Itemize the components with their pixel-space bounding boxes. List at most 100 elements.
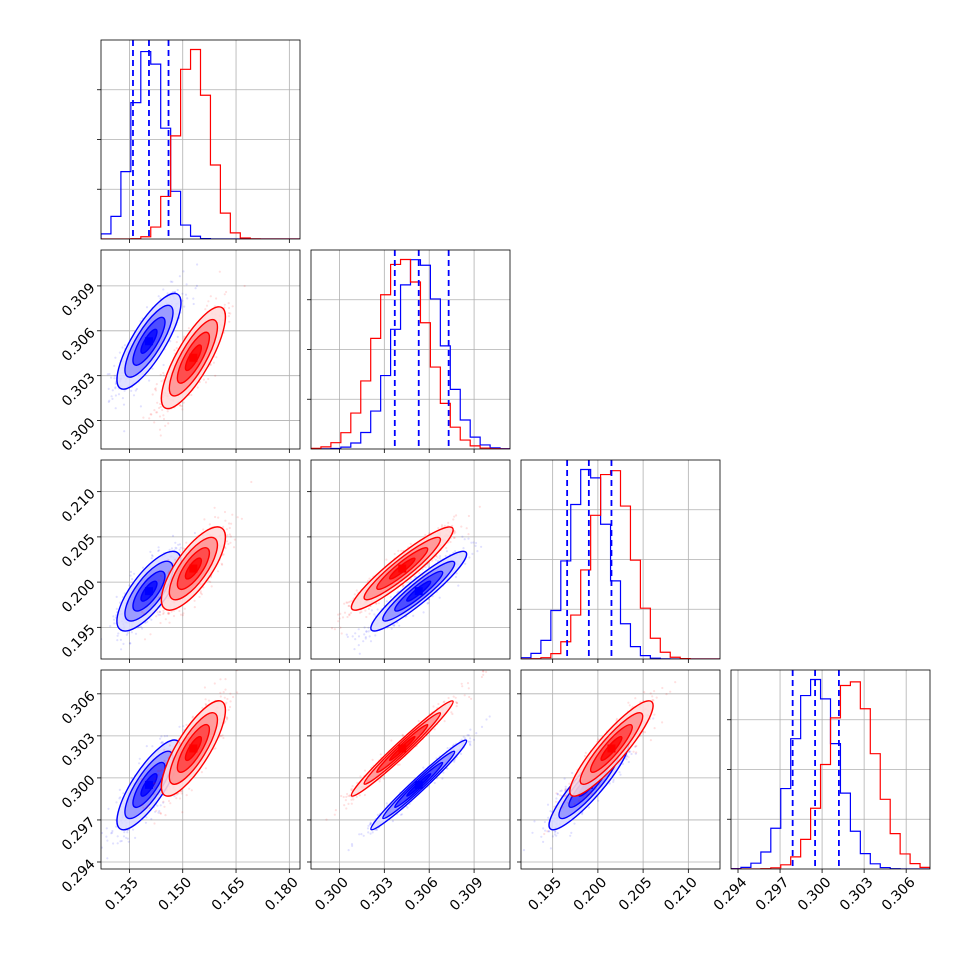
scatter-point <box>231 305 234 308</box>
scatter-point <box>181 299 184 302</box>
scatter-point <box>153 421 156 424</box>
scatter-point <box>162 611 165 614</box>
histogram-series-0 <box>101 50 300 239</box>
scatter-point <box>339 612 342 616</box>
scatter-point <box>190 789 193 792</box>
scatter-point <box>182 547 185 550</box>
scatter-point <box>112 618 116 621</box>
scatter-point <box>468 556 471 559</box>
scatter-point <box>108 399 111 402</box>
scatter-point <box>108 372 111 376</box>
scatter-point <box>224 519 227 522</box>
scatter-point <box>157 549 161 552</box>
scatter-point <box>402 584 405 587</box>
scatter-point <box>225 290 228 294</box>
scatter-content <box>99 670 239 860</box>
scatter-point <box>205 304 209 307</box>
scatter-point <box>418 579 421 582</box>
scatter-point <box>123 389 126 392</box>
scatter-point <box>347 604 350 608</box>
scatter-point <box>151 367 154 370</box>
density-peak <box>144 337 153 346</box>
scatter-point <box>174 541 177 544</box>
scatter-point <box>462 547 465 550</box>
scatter-point <box>178 725 181 728</box>
panel-frame <box>310 459 511 660</box>
scatter-point <box>128 642 132 645</box>
scatter-point <box>225 718 229 721</box>
scatter-point <box>227 315 230 318</box>
scatter-point <box>111 829 114 833</box>
scatter-point <box>182 335 186 338</box>
scatter-point <box>357 628 360 631</box>
scatter-point <box>391 598 395 601</box>
scatter-point <box>118 601 122 604</box>
panel-frame <box>100 249 301 450</box>
scatter-point <box>214 374 217 377</box>
scatter-point <box>128 584 131 587</box>
scatter-point <box>455 572 458 575</box>
scatter-point <box>348 613 351 616</box>
scatter-point <box>157 773 160 776</box>
scatter-point <box>366 579 370 583</box>
scatter-point <box>155 609 158 612</box>
scatter-point <box>99 836 101 838</box>
scatter-point <box>142 806 145 809</box>
scatter-point <box>170 610 173 613</box>
scatter-point <box>119 638 122 642</box>
scatter-point <box>130 389 133 392</box>
scatter-point <box>229 541 232 544</box>
scatter-point <box>204 702 207 706</box>
scatter-point <box>168 621 171 624</box>
scatter-point <box>362 640 365 643</box>
scatter-panel-2-0 <box>97 459 301 663</box>
scatter-point <box>449 540 452 544</box>
histogram-panel-1 <box>307 249 511 453</box>
scatter-point <box>351 635 354 638</box>
scatter-point <box>184 293 188 296</box>
scatter-point <box>114 407 117 410</box>
scatter-point <box>204 698 207 701</box>
scatter-point <box>151 745 154 748</box>
scatter-point <box>236 516 239 519</box>
scatter-point <box>213 506 216 509</box>
scatter-point <box>434 558 437 561</box>
scatter-point <box>183 607 186 610</box>
scatter-point <box>369 640 373 643</box>
scatter-point <box>209 363 212 367</box>
scatter-point <box>183 305 186 308</box>
scatter-point <box>229 312 232 315</box>
scatter-point <box>154 810 157 813</box>
scatter-point <box>357 644 360 647</box>
scatter-point <box>129 642 132 645</box>
density-peak <box>144 587 153 596</box>
scatter-point <box>231 513 234 516</box>
scatter-point <box>117 393 121 396</box>
scatter-point <box>360 610 363 614</box>
scatter-point <box>101 831 104 835</box>
scatter-point <box>181 408 184 411</box>
scatter-point <box>152 766 155 769</box>
scatter-point <box>111 397 114 400</box>
scatter-point <box>133 572 136 575</box>
scatter-point <box>389 595 392 599</box>
scatter-point <box>169 340 172 343</box>
scatter-point <box>200 593 203 596</box>
scatter-point <box>445 546 448 550</box>
scatter-point <box>438 555 442 558</box>
scatter-point <box>157 295 160 298</box>
scatter-point <box>166 750 169 753</box>
scatter-point <box>424 533 427 537</box>
scatter-point <box>150 817 153 821</box>
scatter-point <box>162 800 165 803</box>
scatter-point <box>447 521 450 525</box>
scatter-point <box>110 376 113 379</box>
scatter-point <box>186 297 189 300</box>
scatter-point <box>149 550 152 554</box>
scatter-point <box>158 406 161 410</box>
scatter-point <box>409 542 412 546</box>
scatter-point <box>228 533 231 536</box>
histogram-panel-0 <box>97 39 301 243</box>
scatter-point <box>116 835 119 838</box>
scatter-point <box>190 393 193 397</box>
